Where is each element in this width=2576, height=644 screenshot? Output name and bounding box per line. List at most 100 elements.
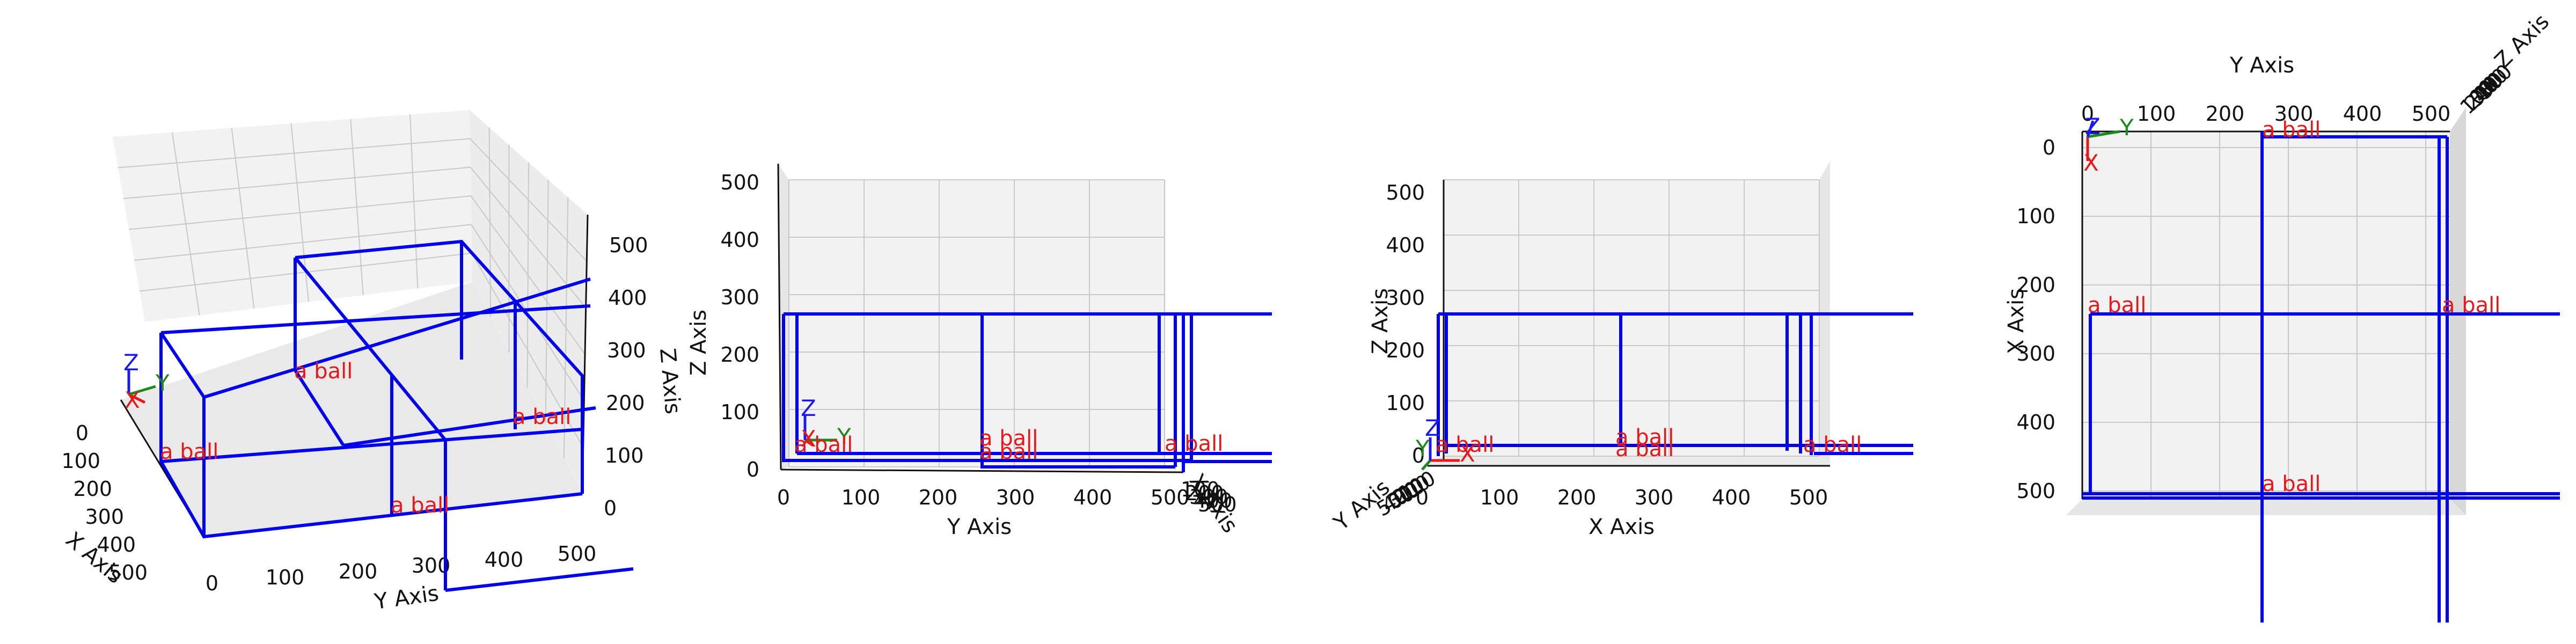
ball-label: a ball (391, 493, 449, 518)
x-tick-label: 200 (73, 477, 112, 501)
y-axis-label: Y Axis (2229, 53, 2294, 78)
triad-z-label: Z (1425, 415, 1440, 441)
triad-y-label: Y (1415, 435, 1430, 462)
box-edge (782, 314, 1193, 462)
z-tick-label: 400 (608, 286, 647, 310)
z-tick-label: 200 (720, 343, 759, 367)
triad-x-label: X (1460, 441, 1475, 467)
triad-y-label: Y (155, 370, 170, 396)
x-ticks: 0 100 200 300 400 500 (61, 421, 148, 584)
triad: X Y Z (123, 349, 170, 413)
triad-z-label: Z (801, 395, 816, 421)
z-tick-label: 500 (1386, 181, 1425, 204)
box-edge (160, 304, 591, 334)
x-tick-label: 300 (1189, 485, 1228, 509)
z-axis-label: Z Axis (655, 347, 685, 415)
z-tick-label: 500 (609, 233, 648, 257)
side-pane (1819, 161, 1830, 462)
y-ticks: 0 100 200 300 400 500 (2081, 102, 2450, 126)
y-axis-label: Y Axis (947, 515, 1012, 539)
triad: X Y Z (1415, 415, 1475, 471)
back-pane (1444, 180, 1819, 456)
box-edge (295, 239, 584, 494)
x-ticks-collapsed: 100 200 300 400 500 (1181, 478, 1237, 516)
y-ticks: 0 100 200 300 400 500 (777, 486, 1189, 509)
ball-label: a ball (1803, 433, 1862, 457)
box-edge (294, 257, 447, 518)
ball-label: a ball (2442, 293, 2500, 318)
z-tick-label: 0 (1412, 444, 1425, 467)
z-tick-label: 300 (1386, 286, 1425, 310)
z-axis-label: Z Axis (1368, 288, 1393, 354)
x-tick-label: 0 (2043, 136, 2055, 159)
box-edge (445, 567, 634, 592)
y-tick-label: 400 (2343, 102, 2382, 126)
box-wireframe (1437, 312, 1913, 456)
x-tick-label: 200 (1557, 486, 1597, 509)
z-tick-label: 500 (720, 171, 759, 194)
right-pane (470, 110, 588, 494)
y-axis-label: Y Axis (372, 581, 440, 614)
z-ticks: 0 100 200 300 400 500 (1386, 181, 1425, 467)
ball-label: a ball (979, 426, 1038, 451)
x-tick-label: 300 (1635, 486, 1674, 509)
triad-x-line (128, 393, 146, 404)
ball-label: a ball (1165, 431, 1223, 456)
x-tick-label: 400 (2016, 411, 2055, 434)
box-edge (294, 258, 345, 447)
triad-y-label: Y (2119, 114, 2134, 141)
x-tick-label: 0 (1416, 486, 1429, 509)
x-ticks: 0 100 200 300 400 500 (1416, 486, 1828, 509)
y-tick-label: 500 (2412, 102, 2451, 126)
triad: X Y Z (2083, 113, 2134, 176)
floor-pane (121, 282, 582, 537)
y-tick-label: 500 (1151, 486, 1190, 509)
x-axis-label: X Axis (2004, 288, 2029, 354)
ball-labels: a ball a ball a ball a ball (2088, 118, 2500, 496)
z-tick-label: 300 (720, 286, 759, 309)
z-tick-label: 100 (1386, 391, 1425, 415)
panel-perspective: 0 100 200 300 400 500 0 100 200 300 400 500 500 400… (61, 110, 685, 614)
ball-labels: a ball a ball a ball a ball (794, 426, 1223, 464)
z-axis-label: Z Axis (2490, 9, 2555, 74)
ball-label: a ball (2088, 293, 2146, 318)
panes (113, 110, 588, 537)
z-tick-label: 200 (1386, 339, 1425, 362)
x-tick-label: 500 (108, 561, 148, 584)
y-tick-label: 500 (558, 542, 597, 566)
y-ticks: 0 100 200 300 400 500 (206, 542, 596, 595)
z-tick-label: 400 (1386, 233, 1425, 257)
y-tick-label: 0 (777, 486, 790, 509)
box-edge (980, 314, 1175, 469)
ball-label: a ball (2262, 472, 2321, 496)
grid-line (471, 253, 584, 448)
x-tick-label: 400 (1194, 489, 1233, 513)
y-axis-line (780, 469, 1184, 473)
ball-labels: a ball a ball a ball a ball (1436, 425, 1862, 462)
back-pane (789, 180, 1165, 467)
z-tick-label: 0 (604, 496, 617, 520)
triad: X Y Z (801, 395, 851, 452)
x-ticks: 0 100 200 300 400 500 (2016, 136, 2055, 503)
box-edge (160, 428, 583, 463)
box-edge (343, 406, 596, 447)
ball-label: a ball (1436, 433, 1494, 457)
x-tick-label: 100 (2016, 204, 2055, 228)
z-tick-label: 100 (605, 444, 644, 467)
triad-z-label: Z (123, 349, 139, 376)
z-tick-label: 400 (720, 228, 759, 252)
z-tick-label: 200 (606, 391, 645, 415)
y-tick-label: 300 (2274, 102, 2314, 126)
z-tick-label: 300 (607, 339, 646, 362)
axis-lines (777, 163, 1184, 473)
x-tick-label: 400 (97, 533, 136, 557)
floor-pane (1428, 456, 1830, 466)
triad-y-label: Y (837, 423, 851, 450)
side-pane (2450, 107, 2466, 515)
ball-label: a ball (1615, 437, 1674, 462)
triad-z-line (2086, 120, 2095, 137)
x-axis-label: X Axis (1589, 515, 1655, 539)
axis-lines (2081, 130, 2450, 499)
